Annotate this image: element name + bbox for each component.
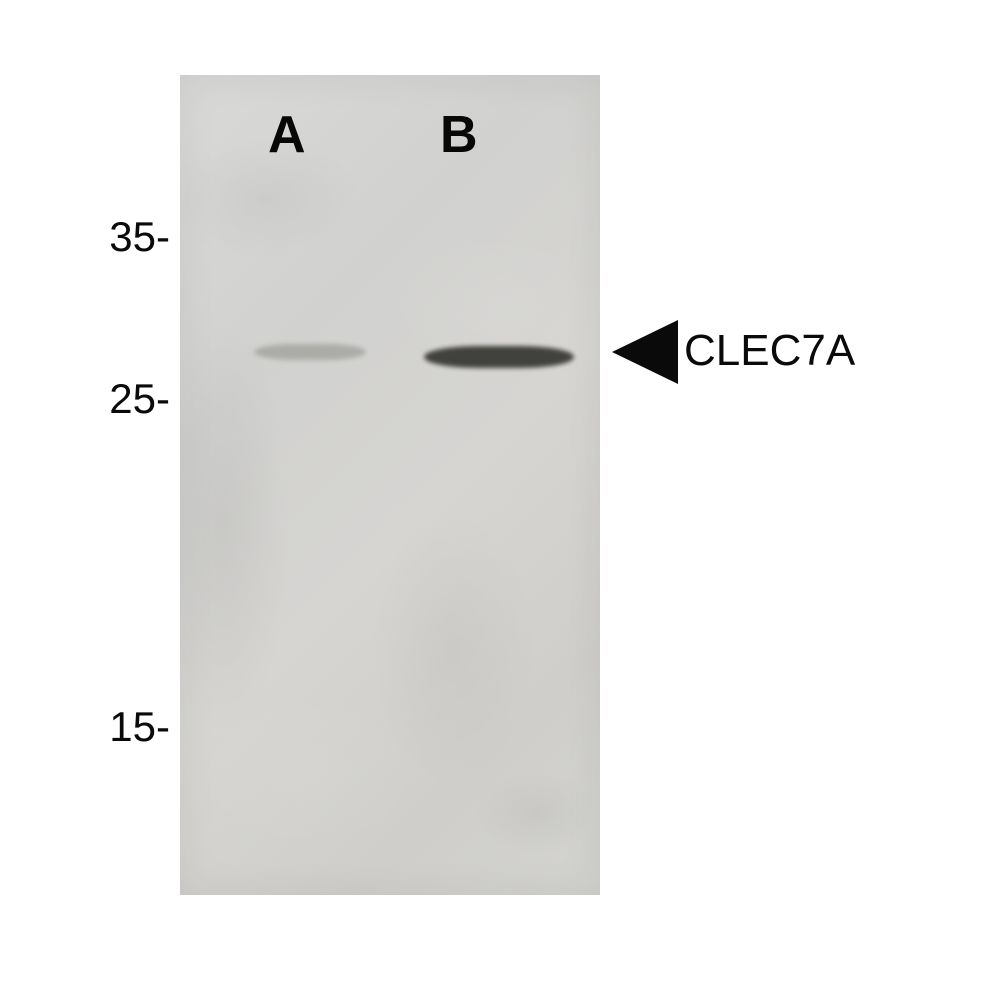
mw-label-35: 35-	[60, 213, 170, 261]
band-lane-a	[254, 344, 366, 360]
target-protein-label: CLEC7A	[684, 326, 855, 376]
mw-label-25: 25-	[60, 375, 170, 423]
lane-label-b: B	[440, 105, 478, 165]
band-lane-b	[424, 346, 574, 368]
mw-label-15: 15-	[60, 703, 170, 751]
lane-label-a: A	[268, 105, 306, 165]
target-arrow-icon	[612, 320, 678, 384]
blot-membrane	[180, 75, 600, 895]
western-blot-figure: A B 35- 25- 15- CLEC7A	[0, 0, 1000, 1000]
